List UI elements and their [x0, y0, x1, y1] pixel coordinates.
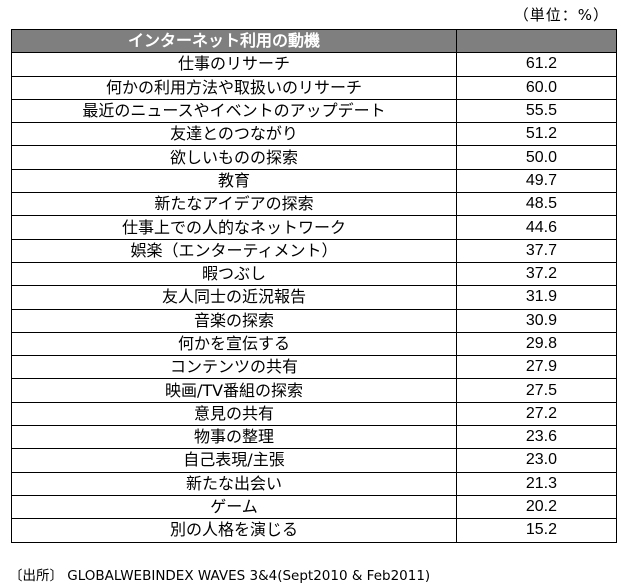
- row-value: 23.6: [456, 425, 617, 450]
- row-value: 27.2: [456, 401, 617, 427]
- row-label: コンテンツの共有: [11, 355, 457, 380]
- row-value: 27.5: [456, 378, 617, 403]
- row-value: 60.0: [456, 75, 617, 100]
- unit-note: （単位：%）: [513, 6, 609, 24]
- table-row: 友達とのつながり 51.2: [11, 122, 617, 147]
- row-label: 教育: [11, 168, 457, 194]
- row-value: 20.2: [456, 494, 617, 520]
- table-row: 映画/TV番組の探索 27.5: [11, 378, 617, 403]
- row-label: 物事の整理: [11, 425, 457, 450]
- row-value: 55.5: [456, 98, 617, 124]
- row-value: 29.8: [456, 331, 617, 357]
- row-value: 31.9: [456, 285, 617, 310]
- source-note: 〔出所〕 GLOBALWEBINDEX WAVES 3&4(Sept2010 &…: [9, 568, 431, 584]
- row-label: 仕事のリサーチ: [11, 52, 457, 77]
- row-value: 21.3: [456, 471, 617, 496]
- table-row: 教育 49.7: [11, 168, 617, 194]
- row-value: 27.9: [456, 355, 617, 380]
- row-label: 音楽の探索: [11, 308, 457, 333]
- row-label: 最近のニュースやイベントのアップデート: [11, 98, 457, 124]
- table-row: 仕事上での人的なネットワーク 44.6: [11, 215, 617, 240]
- table-body: 仕事のリサーチ 61.2 何かの利用方法や取扱いのリサーチ 60.0 最近のニュースやイ…: [11, 52, 617, 543]
- table-row: 新たな出会い 21.3: [11, 471, 617, 496]
- header-label-cell: インターネット利用の動機: [11, 28, 457, 54]
- row-label: 仕事上での人的なネットワーク: [11, 215, 457, 240]
- row-value: 51.2: [456, 122, 617, 147]
- table-row: 仕事のリサーチ 61.2: [11, 52, 617, 77]
- row-value: 61.2: [456, 52, 617, 77]
- table-row: 最近のニュースやイベントのアップデート 55.5: [11, 98, 617, 124]
- row-label: 映画/TV番組の探索: [11, 378, 457, 403]
- row-label: 何かの利用方法や取扱いのリサーチ: [11, 75, 457, 100]
- row-value: 15.2: [456, 518, 617, 543]
- row-label: 別の人格を演じる: [11, 518, 457, 543]
- table-row: 何かの利用方法や取扱いのリサーチ 60.0: [11, 75, 617, 100]
- table-row: 欲しいものの探索 50.0: [11, 145, 617, 170]
- table-row: 自己表現/主張 23.0: [11, 448, 617, 473]
- row-label: 新たなアイデアの探索: [11, 192, 457, 217]
- row-value: 44.6: [456, 215, 617, 240]
- table-row: 別の人格を演じる 15.2: [11, 518, 617, 543]
- row-value: 30.9: [456, 308, 617, 333]
- table-row: ゲーム 20.2: [11, 494, 617, 520]
- row-label: 意見の共有: [11, 401, 457, 427]
- table-row: 暇つぶし 37.2: [11, 261, 617, 287]
- row-value: 23.0: [456, 448, 617, 473]
- table-row: 新たなアイデアの探索 48.5: [11, 192, 617, 217]
- table-row: 物事の整理 23.6: [11, 425, 617, 450]
- row-label: 自己表現/主張: [11, 448, 457, 473]
- row-value: 37.7: [456, 238, 617, 263]
- row-value: 48.5: [456, 192, 617, 217]
- table-header-row: インターネット利用の動機: [11, 28, 617, 54]
- row-label: 暇つぶし: [11, 261, 457, 287]
- row-label: 友達とのつながり: [11, 122, 457, 147]
- table-row: 娯楽（エンターティメント） 37.7: [11, 238, 617, 263]
- row-label: 新たな出会い: [11, 471, 457, 496]
- row-value: 50.0: [456, 145, 617, 170]
- header-value-cell: [456, 28, 617, 54]
- row-value: 49.7: [456, 168, 617, 194]
- row-label: 何かを宣伝する: [11, 331, 457, 357]
- row-label: 友人同士の近況報告: [11, 285, 457, 310]
- row-label: ゲーム: [11, 494, 457, 520]
- table-row: 意見の共有 27.2: [11, 401, 617, 427]
- row-label: 娯楽（エンターティメント）: [11, 238, 457, 263]
- table-row: コンテンツの共有 27.9: [11, 355, 617, 380]
- row-label: 欲しいものの探索: [11, 145, 457, 170]
- motivation-table: インターネット利用の動機 仕事のリサーチ 61.2 何かの利用方法や取扱いのリサーチ…: [11, 28, 617, 543]
- table-row: 友人同士の近況報告 31.9: [11, 285, 617, 310]
- table-row: 音楽の探索 30.9: [11, 308, 617, 333]
- table-row: 何かを宣伝する 29.8: [11, 331, 617, 357]
- row-value: 37.2: [456, 261, 617, 287]
